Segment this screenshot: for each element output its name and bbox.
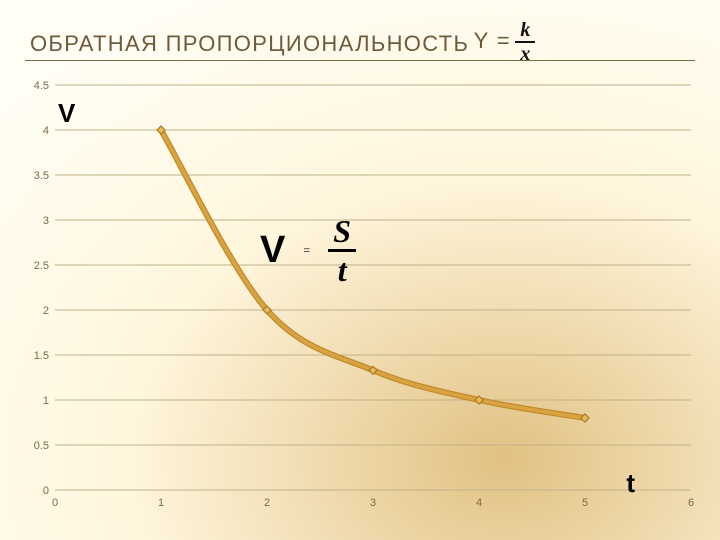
svg-text:4: 4 <box>476 497 482 509</box>
svg-text:2.5: 2.5 <box>34 260 49 272</box>
title-frac-numerator: k <box>520 20 530 40</box>
title-main: ОБРАТНАЯ ПРОПОРЦИОНАЛЬНОСТЬ <box>30 31 469 57</box>
title-fraction: k x <box>515 20 535 64</box>
formula-numerator: S <box>333 215 351 247</box>
title-underline <box>25 60 695 61</box>
svg-text:4.5: 4.5 <box>34 80 49 92</box>
formula-denominator: t <box>338 254 347 286</box>
svg-text:5: 5 <box>582 497 588 509</box>
y-axis-label: V <box>58 98 75 129</box>
svg-text:3: 3 <box>43 215 49 227</box>
svg-text:3.5: 3.5 <box>34 170 49 182</box>
svg-text:4: 4 <box>43 125 49 137</box>
formula-equals: = <box>303 243 310 258</box>
svg-text:1: 1 <box>158 497 164 509</box>
formula: V = S t <box>260 215 356 286</box>
formula-lhs: V <box>260 229 285 272</box>
chart-container: 0 0.5 1 1.5 2 2.5 3 3.5 4 4.5 0 1 2 3 4 5 6 <box>20 80 700 520</box>
title-frac-denominator: x <box>520 44 530 64</box>
svg-text:1: 1 <box>43 395 49 407</box>
formula-fraction: S t <box>328 215 356 286</box>
svg-text:3: 3 <box>370 497 376 509</box>
svg-text:0: 0 <box>52 497 58 509</box>
svg-text:2: 2 <box>264 497 270 509</box>
title-y-equals: Y = <box>474 28 511 53</box>
svg-text:0: 0 <box>43 485 49 497</box>
svg-text:2: 2 <box>43 305 49 317</box>
svg-text:1.5: 1.5 <box>34 350 49 362</box>
x-axis-label: t <box>626 468 635 499</box>
slide-root: ОБРАТНАЯ ПРОПОРЦИОНАЛЬНОСТЬ Y = k x 0 0.5… <box>0 0 720 540</box>
chart-plot: 0 0.5 1 1.5 2 2.5 3 3.5 4 4.5 0 1 2 3 4 5 6 <box>20 80 700 520</box>
svg-text:6: 6 <box>688 497 694 509</box>
svg-text:0.5: 0.5 <box>34 440 49 452</box>
